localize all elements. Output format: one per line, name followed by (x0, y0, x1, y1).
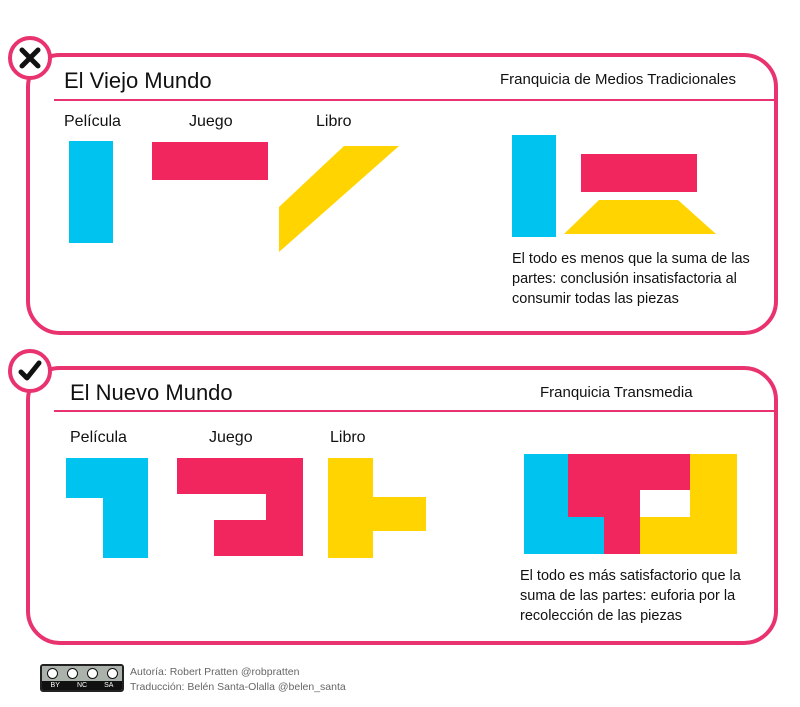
new-game-label: Juego (209, 429, 253, 446)
old-combined-book-piece (564, 200, 716, 234)
new-world-description: El todo es más satisfactorio que la suma… (520, 568, 741, 624)
new-film-piece (66, 458, 148, 558)
new-world-panel (26, 366, 778, 645)
old-game-piece (152, 142, 268, 180)
cc-by-label: BY (50, 682, 60, 689)
old-combined-game-piece (581, 154, 697, 192)
old-world-subtitle: Franquicia de Medios Tradicionales (500, 71, 736, 88)
cc-sa-label: SA (104, 682, 114, 689)
new-film-label: Película (70, 429, 127, 446)
old-film-label: Película (64, 113, 121, 130)
old-world-title: El Viejo Mundo (64, 68, 212, 93)
cc-icon (46, 668, 58, 679)
old-world-divider (54, 99, 774, 101)
new-book-label: Libro (330, 429, 366, 446)
old-book-piece (279, 146, 399, 252)
new-combined-book-piece (640, 454, 737, 554)
new-world-title: El Nuevo Mundo (70, 380, 233, 405)
new-world-subtitle: Franquicia Transmedia (540, 384, 693, 401)
new-game-piece (177, 458, 303, 556)
old-film-piece (69, 141, 113, 243)
old-game-label: Juego (189, 113, 233, 130)
old-world-panel (26, 53, 778, 335)
x-mark-icon (8, 36, 52, 80)
cc-license-badge: BY NC SA (40, 664, 124, 692)
check-mark-icon (8, 349, 52, 393)
by-icon (66, 668, 78, 679)
nc-icon (86, 668, 98, 679)
old-book-label: Libro (316, 113, 352, 130)
cc-nc-label: NC (76, 682, 88, 689)
old-world-description: El todo es menos que la suma de las part… (512, 251, 750, 307)
old-combined-film-piece (512, 135, 556, 237)
new-book-piece (328, 458, 426, 558)
translation-credit: Traducción: Belén Santa-Olalla @belen_sa… (130, 681, 346, 693)
new-world-divider (54, 410, 774, 412)
author-credit: Autoría: Robert Pratten @robpratten (130, 666, 300, 678)
sa-icon (106, 668, 118, 679)
